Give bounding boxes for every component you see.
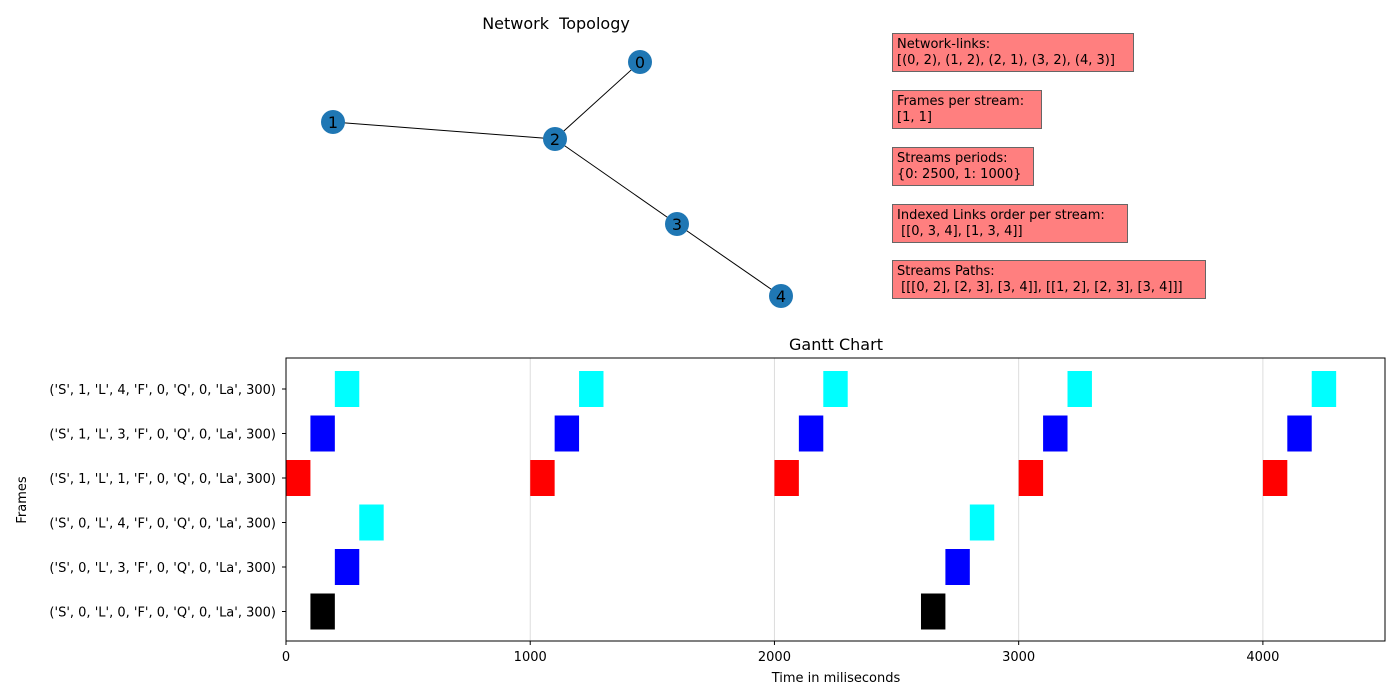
gantt-title: Gantt Chart xyxy=(789,335,883,354)
info-box: Indexed Links order per stream: [[0, 3, … xyxy=(892,204,1128,243)
gantt-bar xyxy=(1311,371,1337,407)
info-box-heading: Network-links: xyxy=(897,37,991,52)
info-box-heading: Streams Paths: xyxy=(897,264,995,279)
network-edge-2-3 xyxy=(554,138,678,225)
network-nodes: 0 1 2 3 4 xyxy=(321,50,793,308)
info-box: Network-links: [(0, 2), (1, 2), (2, 1), (… xyxy=(892,33,1134,72)
gantt-bar xyxy=(920,593,946,630)
network-node-4 xyxy=(769,284,793,308)
gantt-bar xyxy=(310,415,335,452)
x-tick-label: 0 xyxy=(282,650,290,665)
network-edge-1-2 xyxy=(332,121,556,140)
gantt-bar xyxy=(334,371,360,407)
x-tick-label: 4000 xyxy=(1246,650,1279,665)
x-axis-label: Time in miliseconds xyxy=(771,671,901,686)
network-edge-0-2 xyxy=(554,61,641,140)
x-axis-ticks: 0 1000 2000 3000 4000 xyxy=(282,641,1279,665)
network-node-label: 0 xyxy=(635,53,645,72)
x-tick-label: 3000 xyxy=(1002,650,1035,665)
network-title: Network Topology xyxy=(482,14,630,33)
info-box-value: {0: 2500, 1: 1000} xyxy=(897,167,1022,182)
network-node-1 xyxy=(321,110,345,134)
gantt-bar xyxy=(1018,460,1044,496)
y-tick-label: ('S', 1, 'L', 1, 'F', 0, 'Q', 0, 'La', 3… xyxy=(49,472,276,487)
network-edges xyxy=(332,61,782,297)
network-node-2 xyxy=(543,127,567,151)
gantt-bar xyxy=(1043,415,1068,452)
network-node-label: 2 xyxy=(550,130,560,149)
y-axis-label: Frames xyxy=(15,476,30,524)
gantt-bar xyxy=(554,415,580,452)
info-box-heading: Frames per stream: xyxy=(897,94,1025,109)
gantt-bar xyxy=(1287,415,1312,452)
gantt-bars xyxy=(286,371,1337,630)
info-box-heading: Indexed Links order per stream: xyxy=(897,208,1105,223)
gantt-bar xyxy=(286,460,311,496)
info-box: Streams Paths: [[[0, 2], [2, 3], [3, 4]]… xyxy=(892,260,1206,299)
gantt-bar xyxy=(774,460,799,496)
info-box: Frames per stream: [1, 1] xyxy=(892,90,1042,129)
gantt-bar xyxy=(1262,460,1288,496)
y-tick-label: ('S', 0, 'L', 0, 'F', 0, 'Q', 0, 'La', 3… xyxy=(49,606,276,621)
info-box: Streams periods: {0: 2500, 1: 1000} xyxy=(892,147,1034,186)
y-tick-label: ('S', 1, 'L', 3, 'F', 0, 'Q', 0, 'La', 3… xyxy=(49,428,276,443)
gantt-bar xyxy=(969,504,995,541)
network-node-label: 4 xyxy=(776,287,786,306)
gantt-gridlines xyxy=(529,358,1264,641)
gantt-bar xyxy=(1067,371,1092,407)
gantt-bar xyxy=(334,549,360,585)
x-tick-label: 1000 xyxy=(514,650,547,665)
y-tick-label: ('S', 0, 'L', 4, 'F', 0, 'Q', 0, 'La', 3… xyxy=(49,517,276,532)
gantt-bar xyxy=(823,371,848,407)
gantt-bar xyxy=(310,593,335,630)
gantt-bar xyxy=(798,415,824,452)
y-tick-label: ('S', 1, 'L', 4, 'F', 0, 'Q', 0, 'La', 3… xyxy=(49,383,276,398)
x-tick-label: 2000 xyxy=(758,650,791,665)
gantt-bar xyxy=(530,460,555,496)
info-box-value: [(0, 2), (1, 2), (2, 1), (3, 2), (4, 3)] xyxy=(897,53,1115,68)
y-tick-label: ('S', 0, 'L', 3, 'F', 0, 'Q', 0, 'La', 3… xyxy=(49,561,276,576)
info-box-value: [[0, 3, 4], [1, 3, 4]] xyxy=(897,224,1023,239)
network-edge-3-4 xyxy=(676,223,782,297)
info-box-value: [[[0, 2], [2, 3], [3, 4]], [[1, 2], [2, … xyxy=(897,280,1183,295)
network-node-label: 1 xyxy=(328,113,338,132)
gantt-bar xyxy=(579,371,604,407)
y-axis-ticks: ('S', 1, 'L', 4, 'F', 0, 'Q', 0, 'La', 3… xyxy=(49,383,286,621)
network-node-label: 3 xyxy=(672,215,682,234)
network-node-3 xyxy=(665,212,689,236)
gantt-bar xyxy=(945,549,970,585)
info-box-heading: Streams periods: xyxy=(897,151,1008,166)
gantt-bar xyxy=(359,504,384,541)
info-box-value: [1, 1] xyxy=(897,110,932,125)
network-node-0 xyxy=(628,50,652,74)
plot-frame xyxy=(285,357,1386,642)
